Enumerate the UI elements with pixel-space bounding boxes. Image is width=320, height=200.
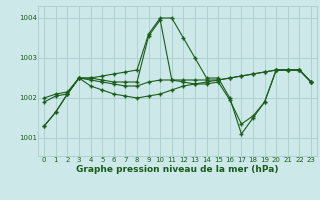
X-axis label: Graphe pression niveau de la mer (hPa): Graphe pression niveau de la mer (hPa): [76, 165, 279, 174]
